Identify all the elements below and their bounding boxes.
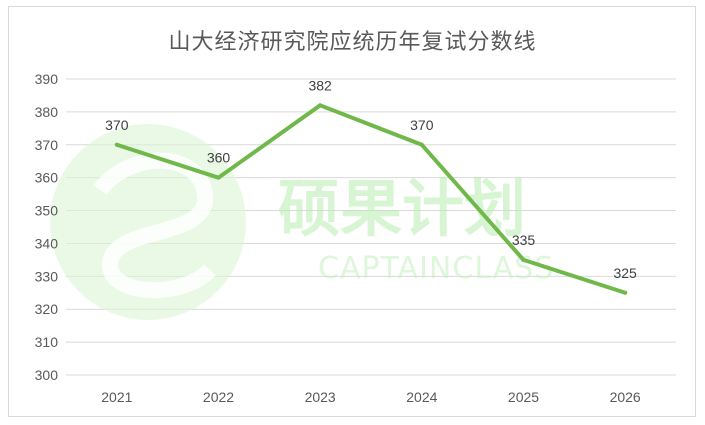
- watermark-en-text: CAPTAINCLASS: [318, 251, 554, 286]
- x-axis-ticks: 2021 2022 2023 2024 2025 2026: [101, 389, 641, 405]
- data-label: 360: [207, 150, 231, 166]
- y-tick-label: 360: [35, 170, 59, 186]
- x-tick-label: 2025: [508, 389, 539, 405]
- data-labels: 370 360 382 370 335 325: [105, 77, 637, 280]
- series-polyline: [114, 103, 628, 295]
- data-label: 335: [512, 232, 536, 248]
- watermark-cn-text: 硕果计划: [278, 172, 526, 245]
- chart-title: 山大经济研究院应统历年复试分数线: [168, 30, 537, 55]
- x-tick-label: 2024: [406, 389, 437, 405]
- data-point: [216, 175, 221, 180]
- x-tick-label: 2021: [101, 389, 132, 405]
- x-tick-label: 2023: [305, 389, 336, 405]
- data-point: [521, 257, 526, 262]
- data-label: 370: [410, 117, 434, 133]
- data-point: [419, 142, 424, 147]
- y-tick-label: 340: [35, 235, 59, 251]
- data-point: [623, 290, 628, 295]
- y-tick-label: 320: [35, 301, 59, 317]
- y-tick-label: 300: [35, 367, 59, 383]
- x-tick-label: 2022: [203, 389, 234, 405]
- y-tick-label: 370: [35, 137, 59, 153]
- y-tick-label: 350: [35, 203, 59, 219]
- y-axis-ticks: 300 310 320 330 340 350 360 370 380 390: [35, 71, 59, 383]
- y-tick-label: 310: [35, 334, 59, 350]
- data-label: 325: [613, 265, 637, 281]
- data-label: 382: [308, 77, 332, 93]
- data-label: 370: [105, 117, 129, 133]
- y-tick-label: 330: [35, 268, 59, 284]
- series-line: [114, 103, 628, 295]
- y-tick-label: 380: [35, 104, 59, 120]
- x-tick-label: 2026: [610, 389, 641, 405]
- data-point: [318, 103, 323, 108]
- data-point: [114, 142, 119, 147]
- y-tick-label: 390: [35, 71, 59, 87]
- watermark: 硕果计划 CAPTAINCLASS: [50, 124, 554, 320]
